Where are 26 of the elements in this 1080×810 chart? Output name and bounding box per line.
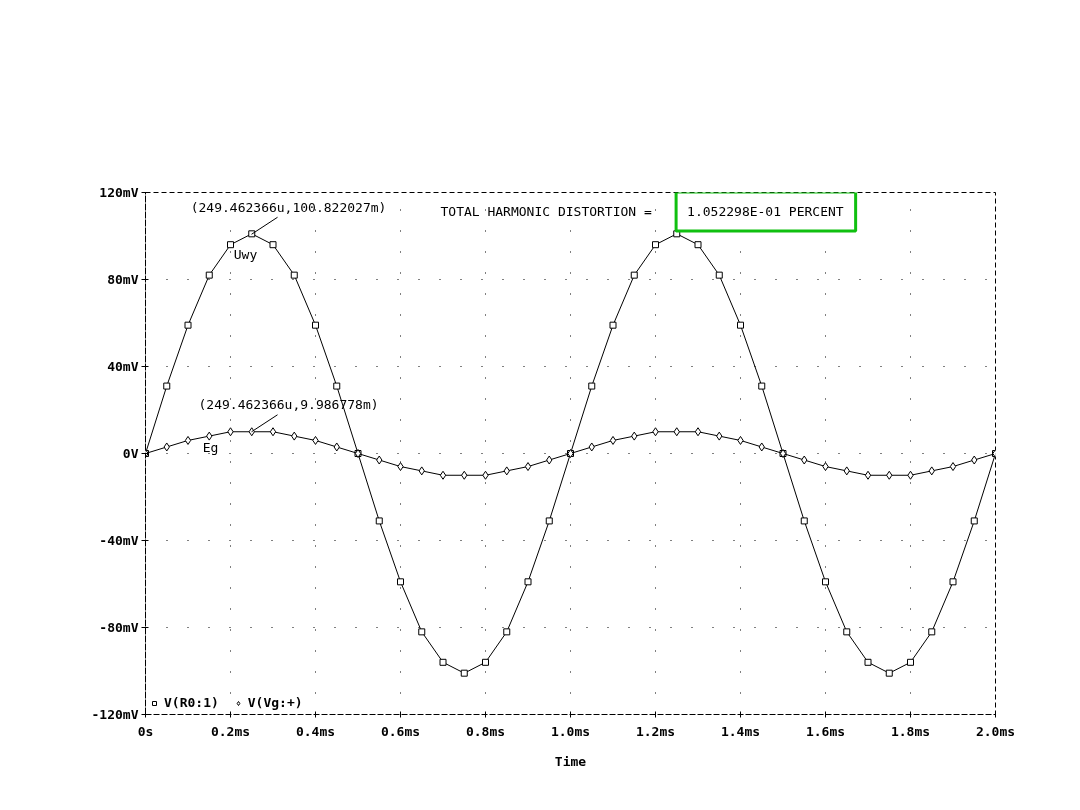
x-tick-label: 1.0ms bbox=[550, 723, 591, 739]
y-tick-label: 80mV bbox=[107, 272, 139, 287]
x-tick-label: 0.8ms bbox=[465, 723, 506, 739]
x-tick-label: 1.6ms bbox=[805, 723, 846, 739]
y-tick-label: 40mV bbox=[107, 359, 139, 374]
x-tick-label: 1.8ms bbox=[890, 723, 931, 739]
x-tick-label: 0.6ms bbox=[380, 723, 421, 739]
x-tick-label: 0.4ms bbox=[295, 723, 336, 739]
y-tick-label: 0V bbox=[122, 446, 139, 461]
x-tick-label: 1.2ms bbox=[635, 723, 676, 739]
legend-label: V(Vg:+) bbox=[247, 695, 303, 710]
annotation: (249.462366u,100.822027m) bbox=[190, 199, 387, 215]
y-tick-label: 120mV bbox=[99, 185, 139, 200]
annotation: 1.052298E-01 PERCENT bbox=[687, 204, 844, 219]
y-tick-label: -40mV bbox=[99, 533, 139, 548]
annotation: TOTAL HARMONIC DISTORTION = bbox=[440, 204, 652, 219]
annotation: Eg bbox=[202, 440, 219, 455]
x-tick-label: 0s bbox=[137, 723, 154, 739]
x-tick-label: 2.0ms bbox=[975, 723, 1016, 739]
x-axis-title: Time bbox=[554, 753, 587, 769]
x-tick-label: 1.4ms bbox=[720, 723, 761, 739]
y-tick-label: -80mV bbox=[99, 620, 139, 635]
y-tick-label: -120mV bbox=[91, 707, 139, 722]
legend-label: V(R0:1) bbox=[164, 695, 219, 710]
x-tick-label: 0.2ms bbox=[210, 723, 251, 739]
annotation: Uwy bbox=[233, 247, 258, 262]
